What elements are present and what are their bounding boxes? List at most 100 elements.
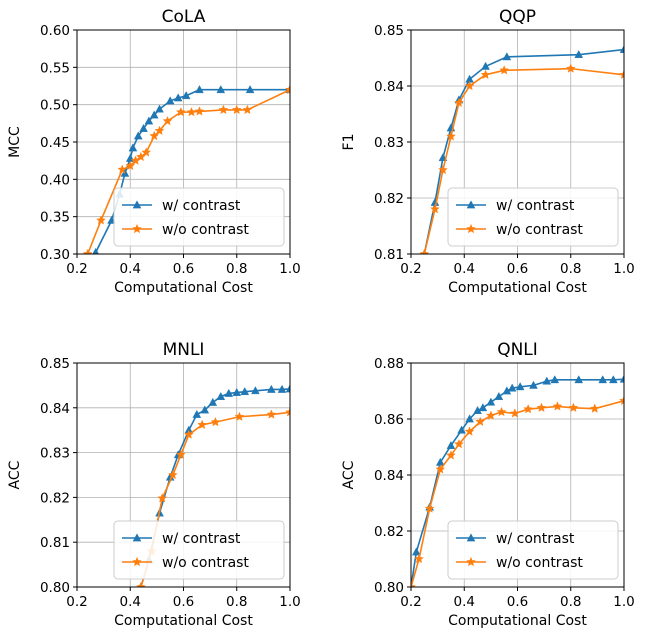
axes-frame [76, 362, 291, 588]
x-tick-label: 1.0 [613, 594, 634, 610]
legend-wo-contrast-label: w/o contrast [496, 555, 583, 571]
w-contrast-point [133, 131, 143, 140]
wo-contrast-point [136, 581, 146, 587]
qnli-plot-area [411, 374, 624, 587]
w-contrast-line [423, 48, 624, 254]
wo-contrast-point [175, 107, 186, 117]
y-tick-label: 0.82 [374, 191, 404, 207]
w-contrast-point [181, 91, 191, 100]
y-tick-label: 0.81 [40, 535, 70, 551]
wo-contrast-point [523, 404, 534, 414]
wo-contrast-point [154, 125, 165, 135]
wo-contrast-point [509, 408, 520, 418]
w-contrast-point [216, 391, 226, 400]
w-contrast-point [200, 405, 210, 414]
y-tick-label: 0.30 [40, 247, 70, 263]
w-contrast-point [598, 375, 608, 384]
wo-contrast-point [183, 429, 194, 439]
w-contrast-point [232, 387, 242, 396]
w-contrast-point [507, 383, 517, 392]
legend-box [447, 520, 619, 580]
x-axis-label: Computational Cost [448, 280, 587, 296]
wo-contrast-point [619, 395, 624, 405]
legend-box [447, 187, 619, 247]
wo-contrast-point [619, 69, 624, 79]
y-axis-label: ACC [7, 460, 23, 489]
wo-contrast-point [218, 104, 229, 115]
wo-contrast-point [285, 407, 290, 417]
wo-contrast-point [589, 403, 600, 413]
y-tick-label: 0.80 [374, 580, 404, 596]
wo-contrast-point [424, 503, 435, 513]
x-tick-label: 1.0 [279, 261, 300, 277]
wo-contrast-point [486, 410, 496, 420]
w-contrast-point [165, 96, 175, 105]
w-contrast-point [224, 388, 234, 397]
legend-wo-contrast-label: w/o contrast [162, 555, 249, 571]
wo-contrast-point [194, 106, 205, 116]
y-tick-label: 0.84 [40, 401, 70, 417]
x-tick-label: 0.6 [173, 261, 194, 277]
w-contrast-point [267, 384, 276, 393]
wo-contrast-point [242, 104, 253, 115]
x-tick-label: 0.2 [66, 261, 87, 277]
y-axis-label: F1 [341, 134, 357, 151]
wo-contrast-point [464, 80, 475, 91]
w-contrast-point [446, 440, 456, 449]
axes-frame [410, 29, 625, 255]
legend-w-contrast-label: w/ contrast [496, 198, 575, 214]
x-axis-label: Computational Cost [114, 280, 253, 296]
w-contrast-point [609, 375, 618, 384]
w-contrast-point [515, 382, 525, 391]
wo-contrast-point [438, 164, 448, 175]
y-tick-label: 0.55 [40, 60, 70, 76]
w-contrast-point [144, 116, 154, 125]
wo-contrast-point [419, 248, 430, 254]
wo-contrast-point [266, 409, 277, 419]
w-contrast-point [619, 374, 624, 383]
wo-contrast-point [234, 411, 245, 421]
wo-contrast-point [125, 160, 136, 171]
axes-frame [76, 29, 291, 255]
w-contrast-point [192, 409, 202, 418]
y-tick-label: 0.40 [40, 172, 70, 188]
w-contrast-point [195, 85, 204, 94]
w-contrast-point [411, 547, 421, 556]
legend-wo-contrast-label: w/o contrast [496, 222, 583, 238]
mnli-panel: 0.2 0.4 0.6 0.8 1.0 0.80 0.81 0.82 0.83 0.84 0.85 M… [7, 340, 301, 629]
x-tick-label: 0.4 [120, 261, 141, 277]
x-tick-label: 0.6 [507, 261, 528, 277]
y-tick-label: 0.88 [374, 356, 404, 372]
x-tick-label: 0.8 [226, 594, 247, 610]
wo-contrast-point [496, 406, 507, 417]
w-contrast-point [529, 380, 538, 389]
wo-contrast-line [423, 67, 624, 254]
legend-w-contrast-marker [466, 200, 476, 209]
w-contrast-point [240, 387, 250, 396]
legend-w-contrast-label: w/ contrast [496, 531, 575, 547]
w-contrast-point [285, 384, 290, 393]
y-tick-label: 0.82 [40, 490, 70, 506]
w-contrast-point [465, 414, 474, 423]
y-tick-label: 0.80 [40, 580, 70, 596]
w-contrast-point [277, 384, 287, 393]
w-contrast-point [619, 44, 624, 53]
x-tick-label: 1.0 [279, 594, 300, 610]
w-contrast-point [494, 391, 504, 400]
legend-box [113, 187, 285, 247]
x-tick-label: 0.4 [120, 594, 141, 610]
y-tick-label: 0.81 [374, 247, 404, 263]
x-axis-label: Computational Cost [448, 613, 587, 629]
wo-contrast-point [435, 464, 446, 474]
x-tick-label: 0.8 [226, 261, 247, 277]
y-tick-label: 0.84 [374, 79, 404, 95]
w-contrast-point [149, 110, 159, 119]
w-contrast-point [502, 52, 512, 61]
w-contrast-point [128, 143, 138, 152]
legend-w-contrast-marker [132, 200, 142, 209]
y-tick-label: 0.35 [40, 210, 70, 226]
w-contrast-point [92, 247, 99, 254]
legend: w/ contrast w/o contrast [113, 187, 285, 247]
wo-contrast-point [186, 107, 197, 117]
w-contrast-point [550, 375, 560, 384]
